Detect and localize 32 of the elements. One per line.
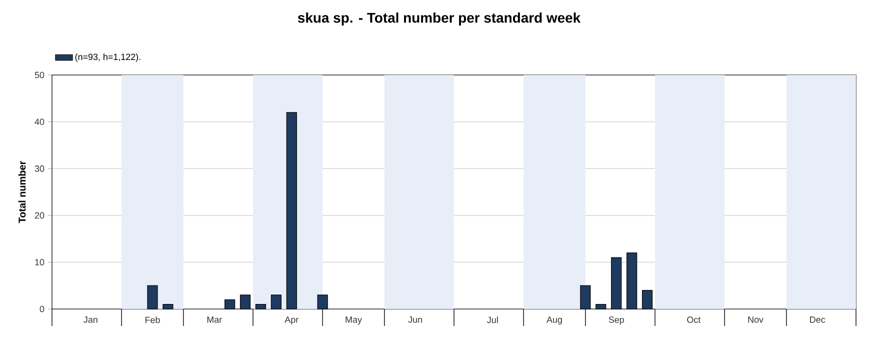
y-axis-title: Total number (18, 160, 26, 224)
y-tick-label: 50 (34, 72, 44, 78)
x-tick-label: Jun (408, 316, 422, 323)
bar (611, 257, 622, 310)
bar (240, 294, 251, 310)
x-tick-label: Jan (84, 316, 98, 323)
y-tick-label: 40 (34, 118, 44, 125)
bar (255, 304, 266, 310)
bar (626, 252, 638, 310)
y-tick-label: 10 (35, 259, 44, 266)
bar (642, 290, 653, 310)
chart-title: skua sp. - Total number per standard week (298, 12, 581, 26)
x-tick-label: Oct (687, 316, 701, 323)
y-tick-label: 0 (40, 306, 44, 312)
bar (147, 285, 158, 310)
x-tick-label: Jul (487, 316, 498, 324)
bar (224, 299, 236, 310)
y-tick-label: 20 (34, 212, 44, 219)
x-tick-label: Nov (748, 316, 764, 323)
bar (596, 304, 606, 310)
y-tick-label: 30 (34, 165, 44, 172)
x-tick-label: Aug (546, 316, 562, 325)
x-tick-label: Mar (207, 316, 222, 323)
x-tick-label: Sep (608, 316, 624, 325)
bar (162, 304, 174, 310)
x-tick-label: Feb (146, 316, 160, 324)
x-tick-label: Apr (284, 316, 298, 325)
bar (286, 112, 297, 310)
legend-label: (n=93, h=1,122). (75, 53, 140, 62)
x-tick-label: May (346, 316, 362, 325)
x-tick-label: Dec (810, 316, 826, 323)
bar (270, 294, 282, 310)
